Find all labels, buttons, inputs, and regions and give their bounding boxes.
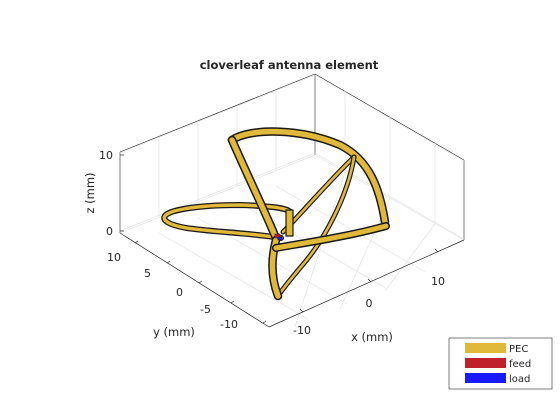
- y-tick-label: 10: [107, 251, 121, 264]
- x-tick-label: 0: [366, 297, 373, 310]
- antenna-feed: [274, 233, 281, 239]
- cloverleaf-antenna: [161, 127, 390, 301]
- x-axis-label: x (mm): [351, 330, 393, 344]
- legend-swatch-load: [465, 373, 506, 383]
- legend-label-feed: feed: [509, 359, 531, 370]
- grid-lines: [119, 74, 465, 328]
- antenna-load: [277, 236, 283, 241]
- z-axis-label: z (mm): [83, 172, 97, 213]
- antenna-petal-left: [161, 202, 294, 241]
- y-axis-label: y (mm): [153, 325, 195, 339]
- legend: PEC feed load: [448, 337, 553, 390]
- x-tick-label: -10: [293, 324, 311, 337]
- legend-label-pec: PEC: [509, 344, 528, 355]
- antenna-petal-top: [227, 127, 390, 227]
- antenna-strip-diagonal: [227, 135, 281, 243]
- y-tick-label: -5: [200, 303, 211, 316]
- y-tick-label: 5: [144, 267, 151, 280]
- axes-box-front: [119, 154, 465, 328]
- y-tick-label: 0: [176, 286, 183, 299]
- legend-label-load: load: [509, 374, 530, 385]
- antenna-strip-lower: [268, 235, 283, 301]
- x-tick-label: 10: [431, 275, 445, 288]
- z-tick-label: 10: [99, 149, 113, 162]
- axes-box-back: [119, 73, 465, 240]
- legend-swatch-feed: [465, 358, 506, 368]
- antenna-post: [285, 209, 294, 237]
- antenna-strip-bottom: [272, 222, 390, 252]
- legend-swatch-pec: [465, 343, 506, 353]
- antenna-petal-right: [275, 154, 357, 299]
- z-tick-label: 0: [106, 225, 113, 238]
- y-tick-label: -10: [220, 318, 238, 331]
- figure-title: cloverleaf antenna element: [200, 58, 379, 72]
